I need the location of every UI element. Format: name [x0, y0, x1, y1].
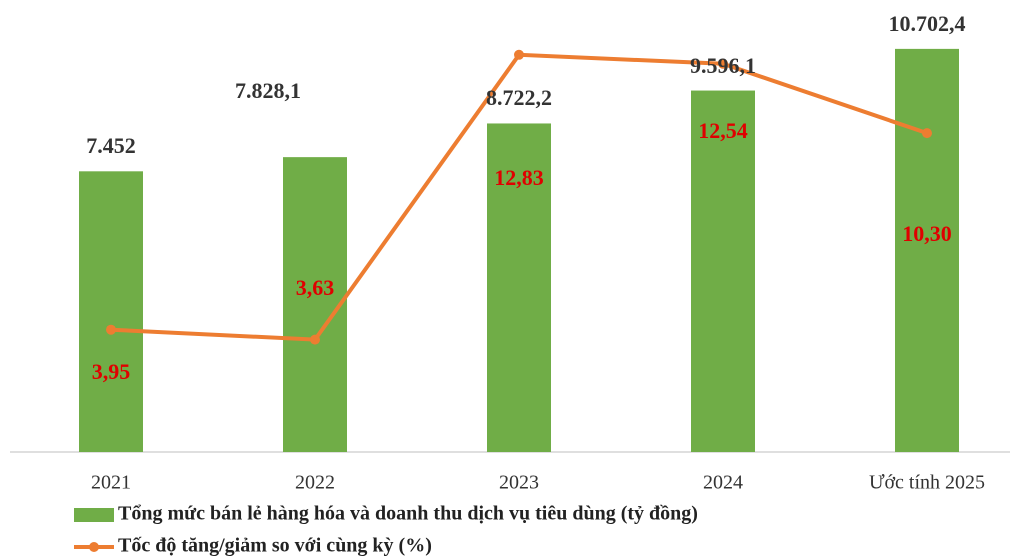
bar [895, 48, 959, 452]
marker [922, 128, 932, 139]
marker [514, 49, 524, 60]
bar [79, 171, 143, 453]
x-tick-label: Ước tính 2025 [869, 472, 985, 494]
marker [106, 324, 116, 335]
data-label: 12,54 [698, 118, 748, 143]
marker [310, 334, 320, 345]
bar [487, 123, 551, 452]
legend-swatch [74, 508, 114, 522]
legend-label: Tốc độ tăng/giảm so với cùng kỳ (%) [118, 535, 432, 557]
x-tick-label: 2024 [703, 472, 743, 494]
marker [718, 58, 728, 69]
data-label: 7.828,1 [235, 78, 301, 103]
x-tick-label: 2022 [295, 472, 335, 494]
data-label: 10.702,4 [889, 11, 966, 36]
data-label: 8.722,2 [486, 85, 552, 110]
legend-label: Tổng mức bán lẻ hàng hóa và doanh thu dị… [118, 503, 698, 525]
data-label: 3,63 [296, 275, 335, 300]
data-label: 9.596,1 [690, 53, 756, 78]
bar [691, 90, 755, 452]
legend-marker [89, 542, 99, 552]
data-label: 10,30 [902, 221, 952, 246]
bar [283, 157, 347, 452]
x-tick-label: 2021 [91, 472, 131, 494]
x-tick-label: 2023 [499, 472, 539, 494]
data-label: 3,95 [92, 359, 131, 384]
data-label: 7.452 [86, 133, 136, 158]
data-label: 12,83 [494, 165, 544, 190]
